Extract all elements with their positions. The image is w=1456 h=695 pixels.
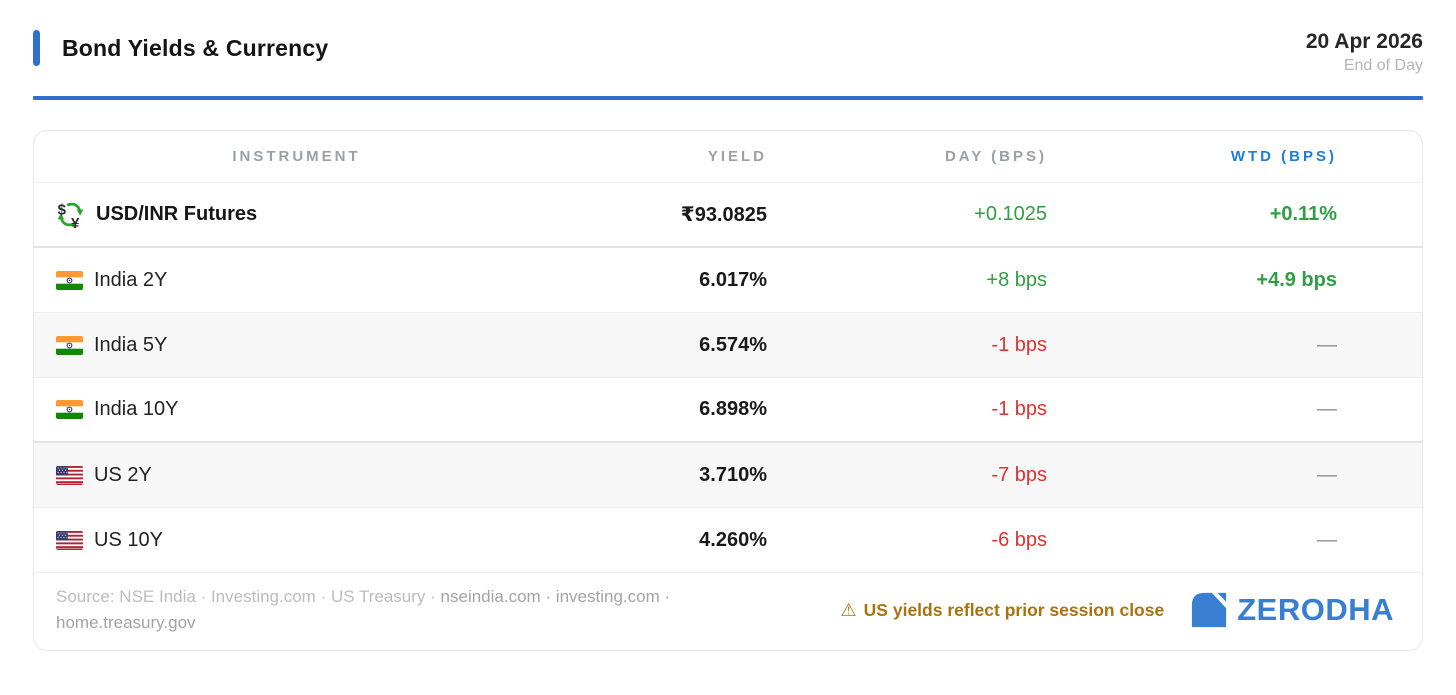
svg-text:$: $ [58,202,67,219]
footer-right-group: ⚠ US yields reflect prior session close … [841,591,1394,629]
svg-text:¥: ¥ [71,215,80,229]
header-date-group: 20 Apr 2026 End of Day [1306,30,1423,75]
wtd-change-cell: +4.9 bps [1256,268,1337,291]
column-header-day: DAY (BPS) [944,148,1047,165]
page-title: Bond Yields & Currency [62,34,329,61]
day-change-cell: +8 bps [986,268,1047,291]
table-row: India 2Y 6.017% +8 bps +4.9 bps [34,248,1422,313]
day-change-cell: +0.1025 [974,203,1047,225]
india-flag-icon [56,270,83,290]
wtd-change-cell: +0.11% [1269,203,1337,225]
table-row: India 10Y 6.898% -1 bps — [34,378,1422,443]
instrument-label: USD/INR Futures [96,203,258,225]
instrument-label: US 10Y [94,528,163,551]
report-date: 20 Apr 2026 [1305,30,1423,53]
warning-text: US yields reflect prior session close [863,599,1165,620]
table-row: India 5Y 6.574% -1 bps — [34,313,1422,378]
instrument-label: US 2Y [94,463,152,486]
column-header-wtd: WTD (BPS) [1230,148,1337,165]
yield-cell: 6.574% [699,333,767,356]
zerodha-wordmark: ZERODHA [1237,592,1394,628]
table-header: INSTRUMENT YIELD DAY (BPS) WTD (BPS) [34,131,1422,183]
source-secondary: nseindia.com · investing.com · home.trea… [56,587,671,633]
source-primary: Source: NSE India · Investing.com · US T… [56,587,441,606]
warning-icon: ⚠ [840,599,857,620]
currency-exchange-icon: $ ¥ [57,202,84,229]
day-change-cell: -1 bps [991,398,1047,420]
us-flag-icon [56,530,83,550]
wtd-change-cell: — [1317,528,1337,551]
instrument-cell: US 10Y [56,529,537,552]
report-timeframe: End of Day [1343,57,1423,74]
yield-cell: 4.260% [699,528,767,551]
india-flag-icon [56,400,83,419]
instrument-cell: India 2Y [56,269,537,292]
yield-cell: 6.017% [699,268,767,291]
instrument-label: India 2Y [94,268,168,291]
card-footer: Source: NSE India · Investing.com · US T… [34,573,1422,650]
header-title-group: Bond Yields & Currency [33,30,328,66]
yield-cell: 6.898% [699,398,767,420]
table-row: US 2Y 3.710% -7 bps — [34,443,1422,508]
instrument-cell: India 10Y [56,398,537,421]
instrument-cell: US 2Y [56,464,537,487]
source-text: Source: NSE India · Investing.com · US T… [56,584,676,637]
table-row: US 10Y 4.260% -6 bps — [34,508,1422,573]
yield-cell: 3.710% [699,463,767,486]
india-flag-icon [56,335,83,355]
wtd-change-cell: — [1317,333,1337,356]
wtd-change-cell: — [1317,463,1337,486]
data-card: INSTRUMENT YIELD DAY (BPS) WTD (BPS) $ ¥… [33,130,1423,651]
instrument-cell: $ ¥ USD/INR Futures [56,200,537,229]
instrument-label: India 10Y [94,398,179,420]
warning-note: ⚠ US yields reflect prior session close [841,600,1165,621]
column-header-instrument: INSTRUMENT [232,148,361,165]
instrument-cell: India 5Y [56,334,537,357]
header-divider [33,96,1423,100]
column-header-yield: YIELD [707,148,767,165]
day-change-cell: -6 bps [991,528,1047,551]
zerodha-logo-icon [1192,593,1227,628]
day-change-cell: -7 bps [991,463,1047,486]
us-flag-icon [56,465,83,485]
page-header: Bond Yields & Currency 20 Apr 2026 End o… [33,30,1423,75]
wtd-change-cell: — [1317,398,1337,420]
yield-cell: ₹93.0825 [680,204,767,226]
day-change-cell: -1 bps [991,333,1047,356]
table-row: $ ¥ USD/INR Futures ₹93.0825 +0.1025 +0.… [34,183,1422,248]
instrument-label: India 5Y [94,333,168,356]
report-page: Bond Yields & Currency 20 Apr 2026 End o… [33,30,1423,651]
accent-bar [33,30,40,66]
zerodha-logo: ZERODHA [1190,591,1394,629]
